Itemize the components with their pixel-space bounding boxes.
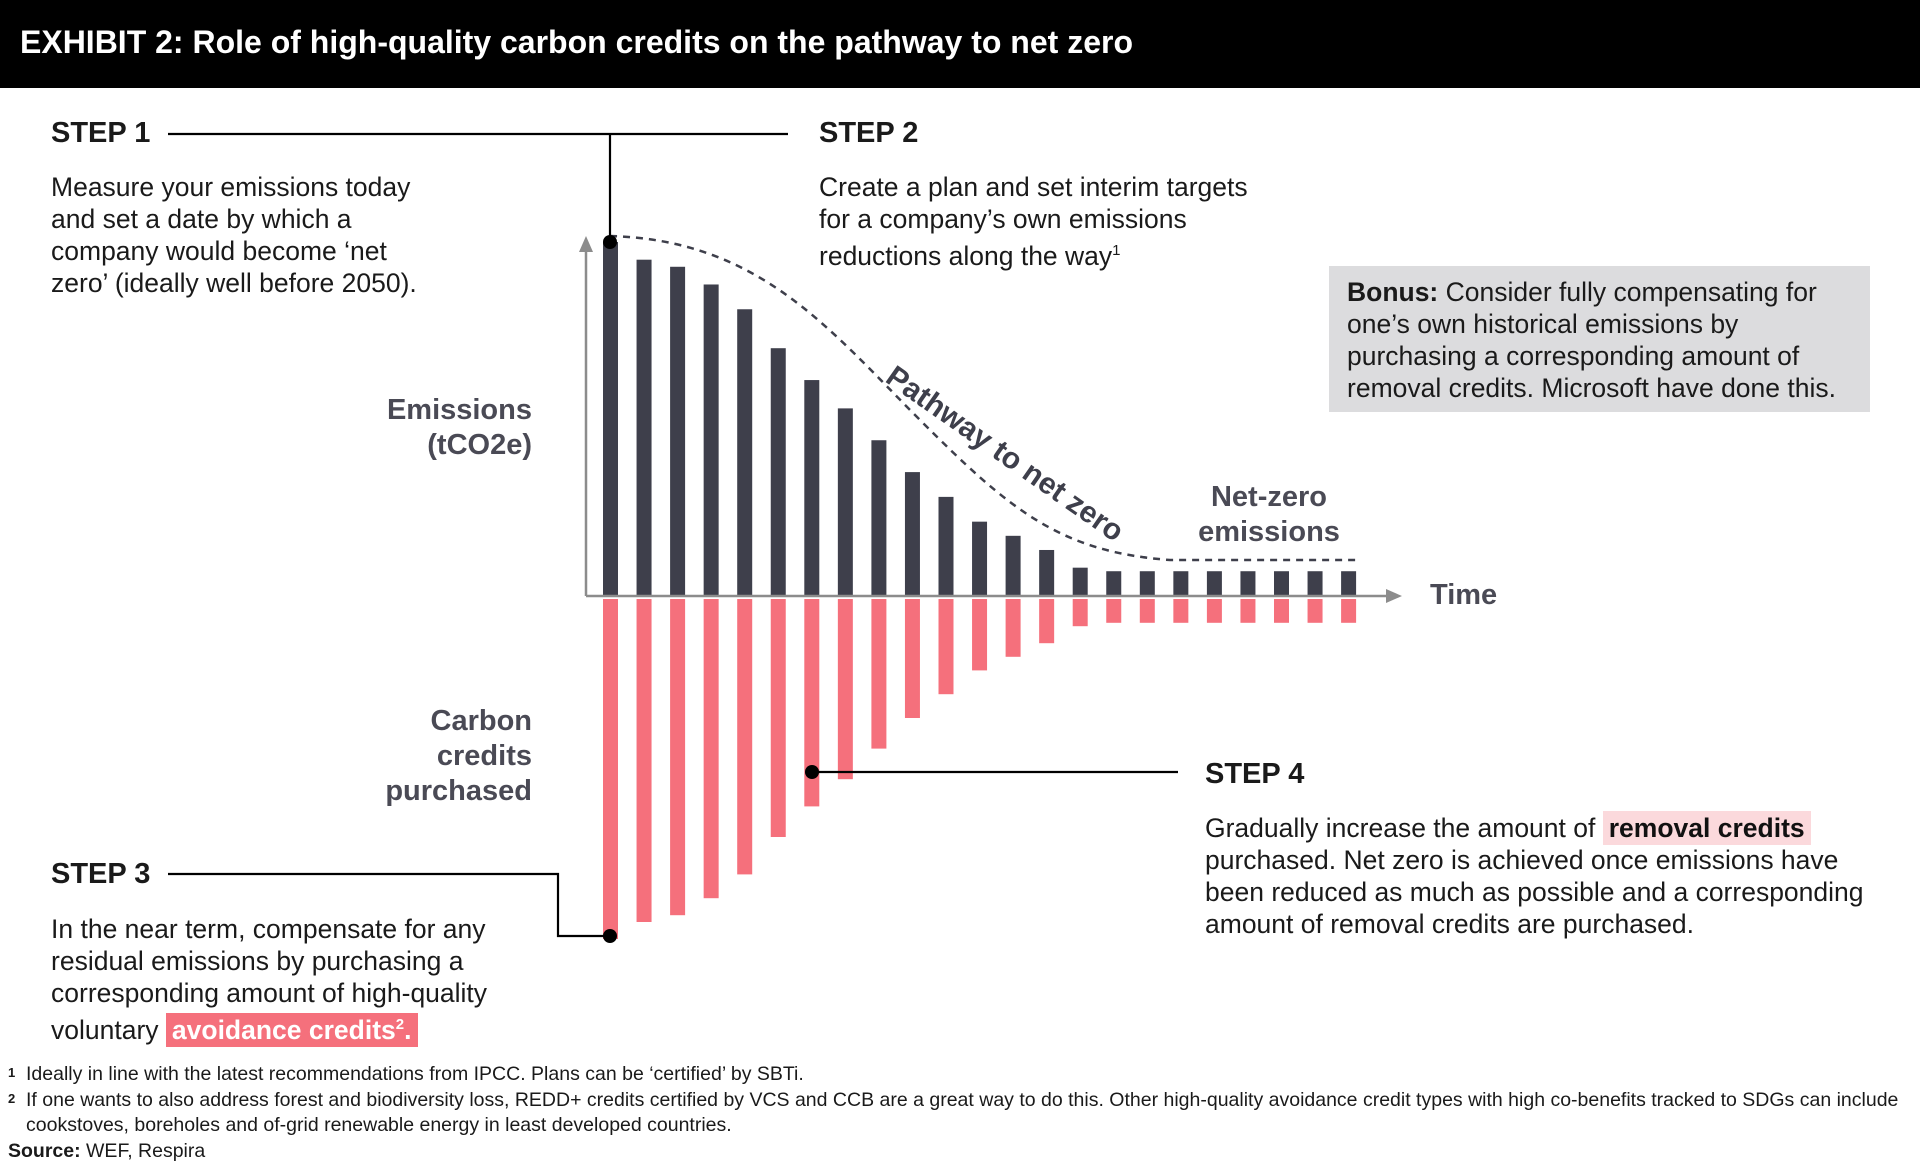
emissions-bar [770, 348, 786, 596]
emissions-bar [1240, 571, 1256, 596]
step2-footnote-ref: 1 [1112, 242, 1121, 259]
emissions-bar [972, 521, 988, 596]
emissions-bar [1341, 571, 1357, 596]
title-bar: EXHIBIT 2: Role of high-quality carbon c… [0, 0, 1920, 88]
avoidance-credit-bar [1139, 599, 1155, 623]
step1-marker [603, 235, 617, 249]
emissions-bar [1139, 571, 1155, 596]
step4-body-end: purchased. Net zero is achieved once emi… [1205, 845, 1864, 939]
step3-connector [168, 872, 604, 938]
emissions-bar [871, 440, 887, 596]
emissions-bar [804, 380, 820, 596]
avoidance-credit-bar [1341, 599, 1357, 623]
x-axis-arrow-icon [1386, 589, 1402, 603]
step4-body-start: Gradually increase the amount of [1205, 813, 1596, 843]
emissions-bar [603, 242, 618, 596]
avoidance-credit-bar [1005, 599, 1021, 657]
avoidance-credit-bar [1039, 599, 1055, 644]
credits-axis-label: Carbon credits purchased [385, 705, 532, 807]
avoidance-credit-bar [603, 599, 618, 939]
emissions-bar [1106, 571, 1122, 596]
step3-heading: STEP 3 [51, 858, 151, 890]
avoidance-credit-bar [837, 599, 853, 780]
emissions-bar [1039, 549, 1055, 596]
avoidance-credit-bar [871, 599, 887, 749]
avoidance-credit-bar [972, 599, 988, 671]
emissions-bar [837, 408, 853, 596]
emissions-bar [1274, 571, 1289, 596]
step1-text: Measure your emissions today and set a d… [51, 172, 417, 298]
step2-body: Create a plan and set interim targets fo… [819, 172, 1248, 271]
avoidance-credit-bar [1274, 599, 1289, 623]
step2-text: Create a plan and set interim targets fo… [819, 171, 1269, 272]
emissions-bar [636, 259, 652, 596]
time-axis-label: Time [1430, 579, 1498, 611]
avoidance-credit-bar [1206, 599, 1222, 623]
avoidance-credit-bar [770, 599, 786, 837]
chart-axes [579, 236, 1402, 603]
emissions-bar [1307, 571, 1323, 596]
step3-body: In the near term, compensate for any res… [51, 914, 488, 1045]
emissions-bar [737, 309, 753, 596]
step3-marker [603, 929, 617, 943]
step4-text: Gradually increase the amount of removal… [1205, 811, 1895, 940]
avoidance-credit-bar [1072, 599, 1088, 627]
source-line: Source: WEF, Respira [8, 1139, 206, 1162]
avoidance-credit-bar [904, 599, 920, 718]
emissions-bar [1005, 535, 1021, 596]
emissions-bar [670, 266, 686, 596]
avoidance-credit-bar [804, 599, 820, 807]
avoidance-credit-bar [938, 599, 954, 695]
avoidance-credit-bar [1240, 599, 1256, 623]
emissions-bar [1206, 571, 1222, 596]
step1-connector [168, 132, 788, 238]
emissions-bar [938, 496, 954, 596]
bonus-text: Consider fully compensating for one’s ow… [1347, 277, 1836, 403]
step4-heading: STEP 4 [1205, 758, 1305, 790]
page-title: EXHIBIT 2: Role of high-quality carbon c… [20, 24, 1133, 60]
removal-credits-highlight: removal credits [1602, 811, 1811, 845]
step3-text: In the near term, compensate for any res… [51, 913, 521, 1047]
avoidance-credit-bar [636, 599, 652, 922]
footnotes: 1 Ideally in line with the latest recomme… [8, 1062, 1914, 1164]
emissions-axis-label: Emissions (tCO2e) [386, 394, 532, 461]
emissions-bars [603, 242, 1357, 596]
pathway-curve [609, 234, 1358, 562]
avoidance-credit-bar [670, 599, 686, 916]
emissions-bar [1072, 567, 1088, 596]
emissions-bar [904, 472, 920, 596]
step1-heading: STEP 1 [51, 117, 151, 149]
y-axis-arrow-icon [579, 236, 593, 252]
avoidance-credit-bar [737, 599, 753, 875]
avoidance-credit-bar [1106, 599, 1122, 623]
net-zero-label: Net-zero emissions [1198, 481, 1340, 548]
bonus-box: Bonus: Consider fully compensating for o… [1329, 266, 1870, 412]
emissions-bar [1173, 571, 1189, 596]
avoidance-credit-bar [1173, 599, 1189, 623]
step2-heading: STEP 2 [819, 117, 919, 149]
avoidance-credit-bar [703, 599, 719, 899]
avoidance-credit-bar [1307, 599, 1323, 623]
emissions-bar [703, 284, 719, 596]
step4-marker [805, 765, 819, 779]
footnote-1: 1 Ideally in line with the latest recomme… [8, 1063, 804, 1085]
credit-bars [603, 599, 1357, 939]
bonus-label: Bonus: [1347, 277, 1439, 307]
step3-footnote-ref: 2 [395, 1016, 405, 1033]
avoidance-credits-highlight: avoidance credits2. [165, 1012, 418, 1047]
footnote-2: 2 If one wants to also address forest and… [8, 1088, 1899, 1137]
